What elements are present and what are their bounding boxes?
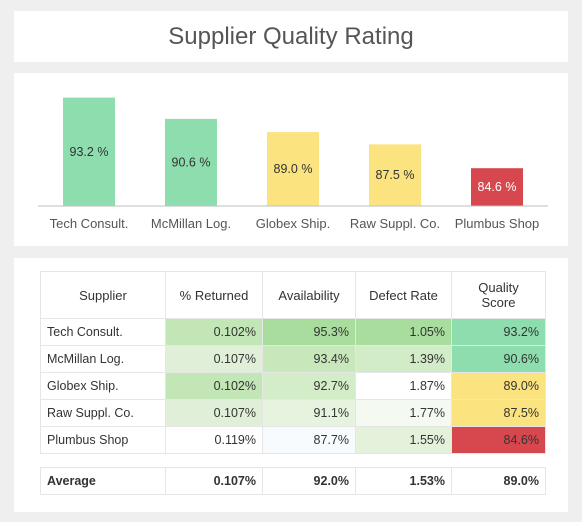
x-tick-label: Raw Suppl. Co. [350,216,440,231]
header-supplier: Supplier [40,271,166,319]
bar [471,168,523,206]
cell-returned: 0.107% [165,345,263,373]
header-quality-line2: Score [481,295,516,310]
bar-value-label: 87.5 % [376,168,415,182]
header-availability: Availability [262,271,356,319]
cell-supplier: Globex Ship. [40,372,166,400]
average-defect-rate: 1.53% [355,467,452,495]
cell-returned: 0.102% [165,372,263,400]
average-label: Average [40,467,166,495]
cell-quality-score: 90.6% [451,345,546,373]
cell-supplier: Raw Suppl. Co. [40,399,166,427]
bar [63,97,115,206]
cell-defect-rate: 1.87% [355,372,452,400]
cell-supplier: McMillan Log. [40,345,166,373]
header-returned: % Returned [165,271,263,319]
page-title: Supplier Quality Rating [168,23,414,50]
spacer-cell [40,453,546,468]
cell-availability: 87.7% [262,426,356,454]
cell-availability: 95.3% [262,318,356,346]
x-tick-label: Globex Ship. [256,216,330,231]
cell-returned: 0.107% [165,399,263,427]
table-average-row: Average 0.107% 92.0% 1.53% 89.0% [40,467,546,495]
cell-quality-score: 89.0% [451,372,546,400]
cell-defect-rate: 1.55% [355,426,452,454]
cell-supplier: Tech Consult. [40,318,166,346]
bar [267,132,319,206]
bar [369,144,421,206]
bar [165,118,217,206]
header-quality-score: Quality Score [451,271,546,319]
cell-availability: 91.1% [262,399,356,427]
bar-value-label: 89.0 % [274,162,313,176]
bar-value-label: 93.2 % [70,145,109,159]
average-returned: 0.107% [165,467,263,495]
title-card: Supplier Quality Rating [14,11,568,62]
cell-supplier: Plumbus Shop [40,426,166,454]
table-spacer-row [40,453,546,468]
chart-card: 93.2 % Tech Consult. 90.6 % McMillan Log. 89… [14,73,568,246]
bar-value-label: 90.6 % [172,156,211,170]
cell-defect-rate: 1.77% [355,399,452,427]
cell-returned: 0.102% [165,318,263,346]
table-card: Supplier % Returned Availability Defect … [14,258,568,512]
cell-availability: 93.4% [262,345,356,373]
table-row: Plumbus Shop 0.119% 87.7% 1.55% 84.6% [40,426,546,454]
average-availability: 92.0% [262,467,356,495]
cell-quality-score: 84.6% [451,426,546,454]
cell-quality-score: 93.2% [451,318,546,346]
cell-defect-rate: 1.05% [355,318,452,346]
x-tick-label: Tech Consult. [50,216,129,231]
table-header-row: Supplier % Returned Availability Defect … [40,271,546,319]
header-defect-rate: Defect Rate [355,271,452,319]
table-row: Tech Consult. 0.102% 95.3% 1.05% 93.2% [40,318,546,346]
bar-value-label: 84.6 % [478,180,517,194]
cell-defect-rate: 1.39% [355,345,452,373]
table-row: Raw Suppl. Co. 0.107% 91.1% 1.77% 87.5% [40,399,546,427]
bar-chart: 93.2 % Tech Consult. 90.6 % McMillan Log. 89… [38,97,548,231]
header-quality-line1: Quality [478,280,519,295]
average-quality-score: 89.0% [451,467,546,495]
x-tick-label: McMillan Log. [151,216,231,231]
cell-quality-score: 87.5% [451,399,546,427]
x-tick-label: Plumbus Shop [455,216,540,231]
cell-returned: 0.119% [165,426,263,454]
table-body: Tech Consult. 0.102% 95.3% 1.05% 93.2% M… [40,318,546,495]
supplier-table: Supplier % Returned Availability Defect … [40,271,546,495]
table-row: McMillan Log. 0.107% 93.4% 1.39% 90.6% [40,345,546,373]
table-row: Globex Ship. 0.102% 92.7% 1.87% 89.0% [40,372,546,400]
cell-availability: 92.7% [262,372,356,400]
